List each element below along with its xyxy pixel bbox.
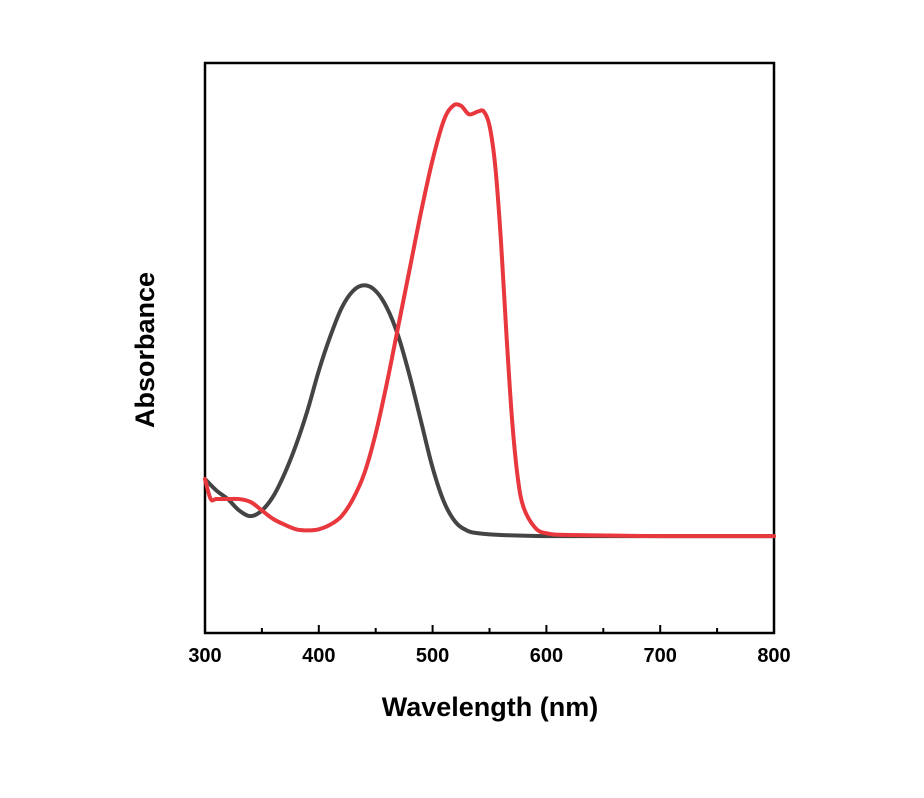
series-line-1	[203, 283, 776, 539]
y-axis-title: Absorbance	[130, 272, 160, 428]
x-ticks: 300 400 500 600 700 800	[188, 625, 791, 667]
x-tick-label: 500	[416, 645, 449, 667]
series-line-2	[203, 102, 776, 539]
x-tick-label: 600	[530, 645, 563, 667]
x-tick-label: 700	[644, 645, 677, 667]
x-axis-title: Wavelength (nm)	[382, 692, 599, 722]
plot-frame	[203, 61, 776, 635]
series-layer	[203, 102, 776, 539]
x-tick-label: 800	[757, 645, 790, 667]
x-tick-label: 400	[302, 645, 335, 667]
x-tick-label: 300	[188, 645, 221, 667]
